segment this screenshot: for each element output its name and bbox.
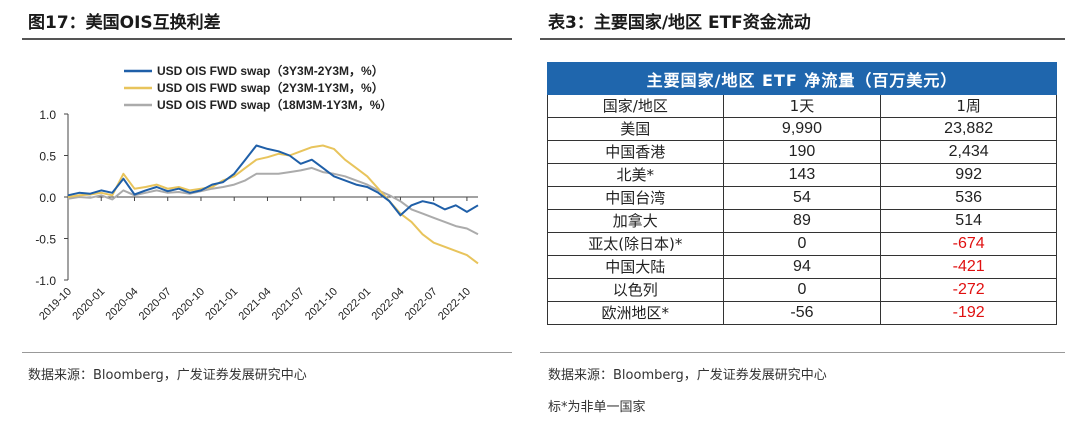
cell-day: 94 — [722, 255, 882, 279]
cell-week: 2,434 — [880, 140, 1057, 164]
y-tick-label: 0.0 — [39, 191, 56, 205]
x-tick-label: 2020-01 — [70, 286, 107, 323]
cell-region: 中国大陆 — [547, 255, 724, 279]
cell-day: 0 — [722, 278, 882, 302]
column-header: 1周 — [880, 94, 1057, 118]
x-tick-label: 2020-10 — [170, 286, 207, 323]
legend-label: USD OIS FWD swap（2Y3M-1Y3M，%） — [157, 80, 384, 95]
table-source: 数据来源：Bloomberg，广发证券发展研究中心 — [548, 368, 827, 383]
axes: 1.00.50.0-0.5-1.02019-102020-012020-0420… — [35, 108, 478, 323]
table-row: 北美* 143 992 — [547, 163, 1057, 187]
cell-region: 中国香港 — [547, 140, 724, 164]
y-tick-label: 0.5 — [39, 150, 56, 164]
table-note: 标*为非单一国家 — [548, 400, 646, 415]
cell-region: 美国 — [547, 117, 724, 141]
series-line-0 — [67, 144, 479, 217]
chart-source: 数据来源：Bloomberg，广发证券发展研究中心 — [28, 368, 307, 383]
cell-day: 190 — [722, 140, 882, 164]
x-tick-label: 2021-10 — [303, 286, 340, 323]
cell-day: 54 — [722, 186, 882, 210]
legend: USD OIS FWD swap（3Y3M-2Y3M，%） USD OIS FWD… — [124, 63, 392, 112]
column-header-row: 国家/地区 1天 1周 — [547, 94, 1057, 118]
series-line-2 — [67, 166, 479, 236]
series-line-1 — [67, 144, 479, 265]
cell-day: 89 — [722, 209, 882, 233]
x-tick-label: 2022-04 — [370, 286, 407, 323]
table-title-rule — [540, 38, 1065, 40]
cell-week: 23,882 — [880, 117, 1057, 141]
chart-title: 图17：美国OIS互换利差 — [28, 13, 221, 33]
y-tick-label: -1.0 — [35, 274, 56, 288]
x-tick-label: 2022-10 — [436, 286, 473, 323]
cell-week: -272 — [880, 278, 1057, 302]
series-lines — [67, 144, 479, 265]
table-title: 表3：主要国家/地区 ETF资金流动 — [548, 13, 811, 33]
cell-day: 9,990 — [722, 117, 882, 141]
legend-label: USD OIS FWD swap（18M3M-1Y3M，%） — [157, 97, 392, 112]
x-tick-label: 2021-01 — [203, 286, 240, 323]
cell-region: 加拿大 — [547, 209, 724, 233]
cell-week: 992 — [880, 163, 1057, 187]
source-rule — [22, 352, 512, 353]
cell-region: 亚太(除日本)* — [547, 232, 724, 256]
legend-label: USD OIS FWD swap（3Y3M-2Y3M，%） — [157, 63, 384, 78]
cell-week: -674 — [880, 232, 1057, 256]
x-tick-label: 2020-04 — [104, 286, 141, 323]
cell-week: -421 — [880, 255, 1057, 279]
cell-region: 北美* — [547, 163, 724, 187]
x-tick-label: 2022-01 — [336, 286, 373, 323]
cell-region: 欧洲地区* — [547, 301, 724, 325]
cell-region: 以色列 — [547, 278, 724, 302]
table-row: 中国大陆 94 -421 — [547, 255, 1057, 279]
y-tick-label: -0.5 — [35, 233, 56, 247]
table-row: 加拿大 89 514 — [547, 209, 1057, 233]
x-tick-label: 2022-07 — [403, 286, 440, 323]
x-tick-label: 2021-07 — [270, 286, 307, 323]
column-header: 国家/地区 — [547, 94, 724, 118]
x-tick-label: 2021-04 — [237, 286, 274, 323]
table-body: 国家/地区 1天 1周 美国 9,990 23,882 中国香港 190 2,434 北美* 143… — [547, 94, 1057, 325]
x-tick-label: 2019-10 — [37, 286, 74, 323]
table-row: 中国香港 190 2,434 — [547, 140, 1057, 164]
cell-week: 536 — [880, 186, 1057, 210]
cell-day: 0 — [722, 232, 882, 256]
table-header: 主要国家/地区 ETF 净流量（百万美元） — [547, 62, 1057, 95]
etf-flow-table: 主要国家/地区 ETF 净流量（百万美元） 国家/地区 1天 1周 美国 9,990 23… — [547, 62, 1057, 325]
table-row: 以色列 0 -272 — [547, 278, 1057, 302]
cell-week: 514 — [880, 209, 1057, 233]
ois-line-chart: USD OIS FWD swap（3Y3M-2Y3M，%） USD OIS FWD… — [35, 63, 479, 323]
table-source-rule — [540, 352, 1065, 353]
cell-region: 中国台湾 — [547, 186, 724, 210]
table-row: 欧洲地区* -56 -192 — [547, 301, 1057, 325]
title-rule — [22, 38, 512, 40]
y-tick-label: 1.0 — [39, 108, 56, 122]
x-tick-label: 2020-07 — [137, 286, 174, 323]
table-row: 美国 9,990 23,882 — [547, 117, 1057, 141]
table-row: 亚太(除日本)* 0 -674 — [547, 232, 1057, 256]
cell-day: 143 — [722, 163, 882, 187]
table-row: 中国台湾 54 536 — [547, 186, 1057, 210]
column-header: 1天 — [722, 94, 882, 118]
cell-week: -192 — [880, 301, 1057, 325]
cell-day: -56 — [722, 301, 882, 325]
